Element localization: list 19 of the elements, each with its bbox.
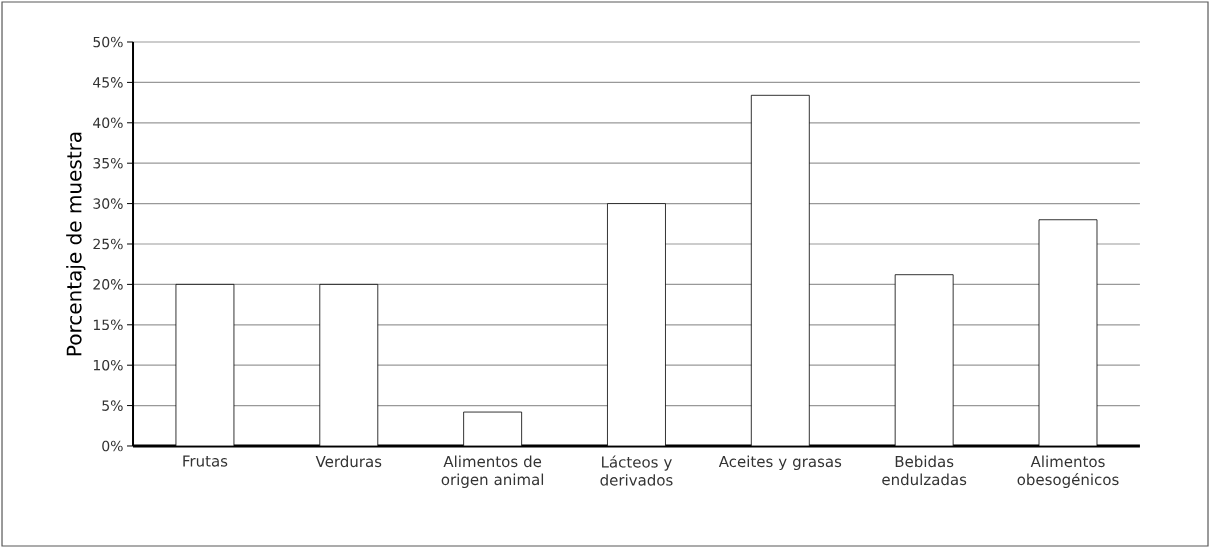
y-tick-label: 5% [102, 400, 123, 411]
y-tick-label: 50% [93, 36, 123, 48]
x-tick-label: Alimentos obesogénicos [1017, 455, 1119, 489]
y-tick-label: 0% [102, 440, 123, 452]
y-tick-label: 45% [93, 77, 123, 88]
x-tick-label: Bebidas endulzadas [882, 455, 967, 486]
x-tick-label: Verduras [315, 455, 382, 468]
y-tick-label: 40% [93, 117, 123, 129]
x-tick-label: Alimentos de origen animal [441, 455, 544, 489]
y-tick-label: 30% [93, 198, 123, 209]
y-tick-label: 15% [93, 319, 123, 331]
y-tick-label: 10% [93, 359, 123, 371]
y-axis-title: Porcentaje de muestra [66, 132, 86, 356]
y-tick-label: 20% [93, 279, 123, 290]
x-tick-label: Aceites y grasas [718, 455, 842, 471]
x-tick-label: Frutas [183, 455, 228, 467]
y-tick-label: 25% [93, 238, 123, 250]
y-tick-label: 35% [93, 157, 123, 169]
x-tick-label: Lácteos y derivados [600, 455, 673, 486]
